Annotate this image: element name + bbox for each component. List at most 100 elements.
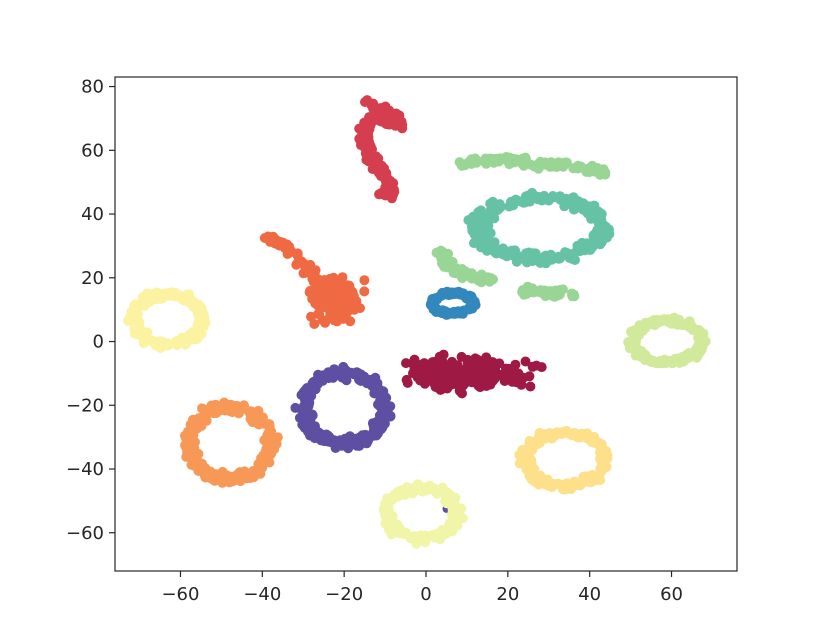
data-point [272,432,283,443]
data-point [574,480,585,491]
y-tick-label: 20 [81,268,104,289]
data-point [474,365,485,376]
data-point [422,485,433,496]
data-point [325,286,336,297]
data-point [561,157,572,168]
data-point [412,479,423,490]
data-point [667,356,678,367]
x-tick-label: 0 [420,584,431,605]
data-point [428,294,439,305]
data-point [400,529,411,540]
data-point [691,348,702,359]
data-point [473,275,484,286]
data-point [328,372,339,383]
data-point [583,473,593,484]
data-point [543,480,554,491]
data-point [524,371,535,382]
x-tick-label: −60 [161,584,199,605]
data-point [478,375,489,386]
data-point [535,156,546,167]
y-tick-label: −60 [66,523,104,544]
data-point [335,435,346,446]
data-point [446,307,457,318]
data-point [519,289,529,300]
data-point [477,241,488,251]
y-tick-label: −20 [66,395,104,416]
data-point [431,247,442,258]
data-point [450,289,461,299]
data-point [269,444,280,455]
x-tick-label: −20 [325,584,363,605]
data-point [361,438,372,449]
data-point [459,160,470,171]
data-point [262,233,273,244]
data-point [481,156,492,167]
data-point [320,435,331,446]
data-point [600,447,611,458]
data-point [316,294,327,304]
x-tick-label: 20 [496,584,519,605]
data-point [498,249,509,260]
data-point [385,411,396,422]
data-point [483,214,494,225]
data-point [190,437,200,447]
data-point [466,268,477,279]
data-point [369,375,380,385]
data-point [526,255,537,266]
data-point [452,520,463,531]
data-point [579,428,590,439]
data-point [457,388,467,399]
data-point [355,303,365,314]
data-point [501,363,511,374]
data-point [313,274,324,285]
data-point [482,354,493,365]
data-point [309,319,320,329]
data-point [485,205,496,216]
data-point [311,427,322,438]
data-point [225,406,236,417]
data-point [522,281,533,292]
data-point [199,407,210,418]
data-point [259,454,270,465]
data-point [460,372,471,383]
data-point [211,408,222,419]
data-point [387,494,398,505]
data-point [494,199,505,210]
data-point [159,289,170,300]
data-point [253,465,264,475]
data-point [329,275,340,286]
x-tick-label: 40 [578,584,601,605]
data-point [381,107,392,118]
data-point [371,112,382,123]
data-point [237,470,248,481]
data-point [393,487,404,498]
data-point [548,287,559,298]
data-point [520,356,531,367]
data-point [401,374,412,385]
data-point [585,244,596,255]
data-point [364,137,375,148]
data-point [635,351,646,362]
data-point [305,259,316,270]
data-point [588,230,599,241]
data-point [340,365,351,376]
data-point [653,317,664,328]
data-point [664,316,674,327]
x-axis: −60 −40 −20 0 20 40 60 [161,571,683,605]
data-point [489,371,500,382]
data-point [129,328,140,339]
data-point [447,258,458,268]
data-point [347,437,358,448]
data-point [312,379,323,390]
data-point [401,358,411,369]
y-tick-label: 60 [81,140,104,161]
data-point [329,315,340,326]
data-point [521,248,532,259]
y-tick-label: 0 [93,332,104,353]
data-point [195,318,206,329]
data-point [261,418,272,429]
data-point [320,317,331,328]
data-point [569,291,580,302]
data-point [359,117,370,128]
